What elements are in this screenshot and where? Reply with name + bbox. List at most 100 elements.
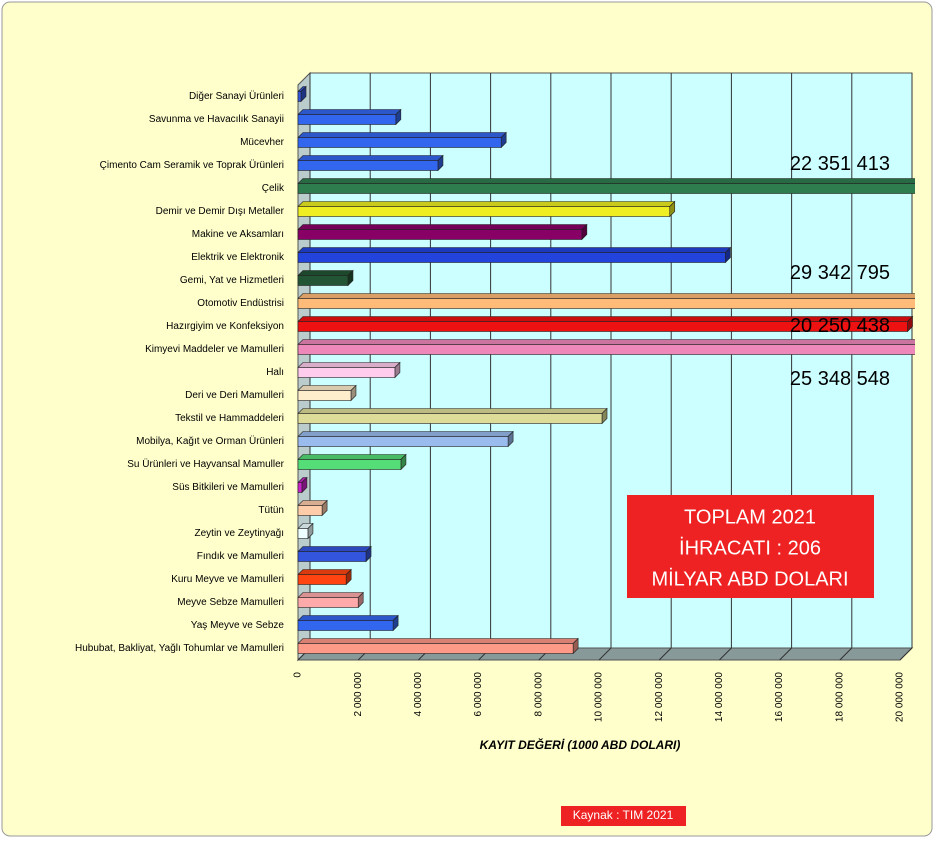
y-tick-label: Süs Bitkileri ve Mamulleri (172, 482, 284, 493)
bar-top (297, 638, 579, 644)
y-tick-label: Zeytin ve Zeytinyağı (195, 528, 284, 539)
x-tick-label: 14 000 000 (714, 672, 725, 722)
bar-top (297, 408, 608, 414)
y-tick-label: Savunma ve Havacılık Sanayii (149, 114, 284, 125)
bar (297, 344, 915, 355)
bar-top (297, 247, 732, 253)
x-tick-label: 16 000 000 (774, 672, 785, 722)
y-tick-label: Yaş Meyve ve Sebze (191, 620, 285, 631)
floor-line (839, 647, 853, 661)
annotation-box (627, 495, 874, 598)
bar (297, 206, 671, 217)
y-tick-label: Kuru Meyve ve Mamulleri (171, 574, 284, 585)
value-label: 25 348 548 (790, 368, 890, 390)
y-tick-label: Çimento Cam Seramik ve Toprak Ürünleri (100, 159, 284, 171)
bar (297, 183, 915, 194)
bar (297, 551, 367, 562)
x-tick-label: 20 000 000 (895, 672, 906, 722)
bar (297, 160, 439, 171)
bar-top (297, 178, 915, 184)
y-tick-label: Halı (266, 367, 284, 378)
y-tick-label: Çelik (262, 183, 285, 194)
y-tick-label: Deri ve Deri Mamulleri (185, 390, 284, 401)
source-box (561, 806, 686, 826)
value-label: 20 250 438 (790, 315, 890, 337)
bar-top (297, 155, 444, 161)
y-tick-label: Gemi, Yat ve Hizmetleri (180, 275, 284, 286)
y-tick-label: Demir ve Demir Dışı Metaller (156, 206, 285, 217)
y-tick-label: Hububat, Bakliyat, Yağlı Tohumlar ve Mam… (75, 643, 284, 654)
bar (297, 459, 402, 470)
y-tick-label: Makine ve Aksamları (192, 229, 284, 240)
y-tick-label: Kimyevi Maddeler ve Mamulleri (145, 344, 284, 355)
bar (297, 367, 396, 378)
bar (297, 137, 502, 148)
y-tick-label: Su Ürünleri ve Hayvansal Mamuller (127, 458, 284, 470)
bar (297, 597, 359, 608)
bar (297, 643, 574, 654)
x-axis-title: KAYIT DEĞERİ (1000 ABD DOLARI) (480, 737, 681, 752)
bars (297, 85, 915, 655)
floor-line (598, 647, 612, 661)
bar-top (297, 224, 588, 230)
bar (297, 91, 302, 102)
x-tick-label: 6 000 000 (473, 672, 484, 717)
floor-line (899, 647, 913, 661)
bar-top (297, 454, 407, 460)
x-tick-label: 8 000 000 (533, 672, 544, 717)
bar (297, 275, 349, 286)
annotation: İHRACATI : 206 (679, 536, 821, 559)
floor-line (719, 647, 732, 661)
bar (297, 390, 352, 401)
y-tick-label: Mücevher (240, 137, 285, 148)
y-tick-label: Tütün (258, 505, 284, 516)
bar (297, 482, 303, 493)
bar-top (297, 362, 401, 368)
y-tick-label: Tekstil ve Hammaddeleri (175, 413, 284, 424)
x-tick-label: 4 000 000 (413, 672, 424, 717)
y-tick-label: Otomotiv Endüstrisi (197, 298, 284, 309)
bar-top (297, 385, 357, 391)
bar-top (297, 546, 372, 552)
bar-top (297, 293, 915, 299)
bar (297, 229, 583, 240)
x-tick-label: 12 000 000 (654, 672, 665, 722)
bar (297, 620, 394, 631)
x-tick-label: 10 000 000 (594, 672, 605, 722)
x-tick-label: 0 (293, 672, 304, 678)
bar-top (297, 592, 364, 598)
bar (297, 574, 347, 585)
annotation: MİLYAR ABD DOLARI (651, 567, 848, 590)
value-label: 22 351 413 (790, 153, 890, 175)
source: Kaynak : TIM 2021 (573, 808, 674, 822)
y-tick-label: Elektrik ve Elektronik (191, 252, 285, 263)
bar (297, 505, 323, 516)
x-tick-label: 18 000 000 (834, 672, 845, 722)
annotation: TOPLAM 2021 (684, 506, 816, 528)
y-tick-label: Fındık ve Mamulleri (197, 551, 284, 562)
floor-line (779, 647, 792, 661)
bar (297, 436, 509, 447)
bar-top (297, 339, 915, 345)
y-tick-label: Hazırgiyim ve Konfeksiyon (166, 321, 284, 332)
bar-top (297, 270, 354, 276)
bar-top (297, 431, 514, 437)
bar-top (297, 201, 676, 207)
bar-top (297, 109, 402, 115)
bar (297, 252, 726, 263)
y-tick-label: Mobilya, Kağıt ve Orman Ürünleri (136, 435, 284, 447)
bar (297, 413, 603, 424)
bar (297, 528, 309, 539)
bar-top (297, 132, 507, 138)
bar (297, 321, 908, 332)
floor-line (658, 647, 672, 661)
bar (297, 114, 397, 125)
value-label: 29 342 795 (790, 262, 890, 284)
bar (297, 298, 915, 309)
y-tick-label: Diğer Sanayi Ürünleri (189, 90, 284, 102)
bar-top (297, 569, 352, 575)
bar-top (297, 615, 399, 621)
x-tick-label: 2 000 000 (353, 672, 364, 717)
y-tick-label: Meyve Sebze Mamulleri (177, 597, 284, 608)
